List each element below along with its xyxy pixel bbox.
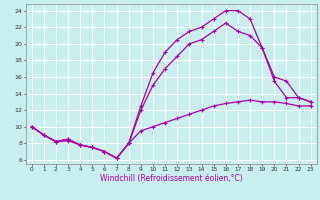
X-axis label: Windchill (Refroidissement éolien,°C): Windchill (Refroidissement éolien,°C) [100, 174, 243, 183]
